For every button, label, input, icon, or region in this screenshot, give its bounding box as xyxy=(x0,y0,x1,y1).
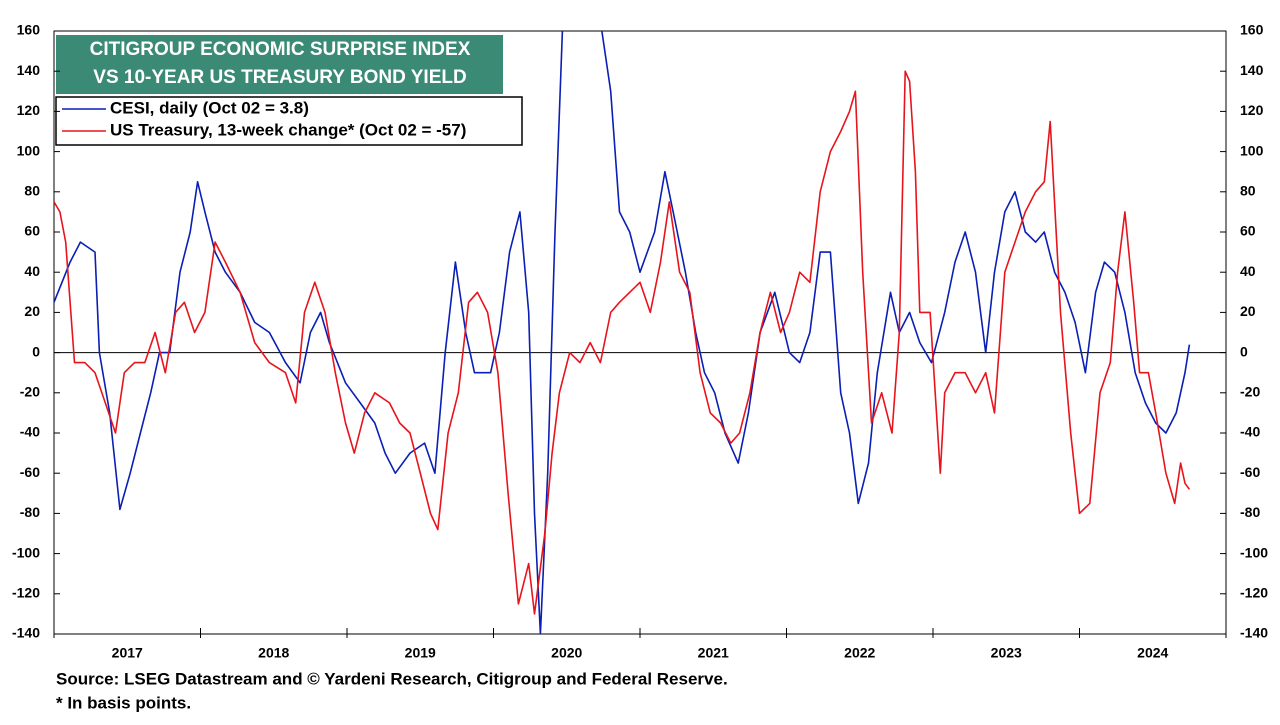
y2-tick-label: -80 xyxy=(1240,504,1260,520)
y2-tick-label: -40 xyxy=(1240,424,1260,440)
y2-tick-label: 120 xyxy=(1240,102,1264,118)
x-tick-label: 2021 xyxy=(698,645,729,661)
plot-area xyxy=(54,31,1226,634)
y-tick-label: 20 xyxy=(24,303,40,319)
x-tick-label: 2024 xyxy=(1137,645,1168,661)
y2-tick-label: 160 xyxy=(1240,22,1264,38)
y2-tick-label: -100 xyxy=(1240,544,1268,560)
y-tick-label: -120 xyxy=(12,585,40,601)
x-tick-label: 2019 xyxy=(405,645,436,661)
y-tick-label: 100 xyxy=(17,142,41,158)
y2-tick-label: -140 xyxy=(1240,625,1268,641)
y-tick-label: -140 xyxy=(12,625,40,641)
y-tick-label: -100 xyxy=(12,544,40,560)
y2-tick-label: 60 xyxy=(1240,223,1256,239)
y2-tick-label: -60 xyxy=(1240,464,1260,480)
y-tick-label: 120 xyxy=(17,102,41,118)
y-tick-label: 80 xyxy=(24,183,40,199)
chart-title: VS 10-YEAR US TREASURY BOND YIELD xyxy=(93,67,466,88)
footnote: * In basis points. xyxy=(56,693,191,712)
y2-tick-label: -20 xyxy=(1240,384,1260,400)
source-note: Source: LSEG Datastream and © Yardeni Re… xyxy=(56,669,728,688)
chart-title: CITIGROUP ECONOMIC SURPRISE INDEX xyxy=(90,39,471,60)
y-tick-label: -60 xyxy=(20,464,40,480)
y2-tick-label: -120 xyxy=(1240,585,1268,601)
series-line xyxy=(54,70,1191,615)
x-tick-label: 2017 xyxy=(112,645,143,661)
y-tick-label: 160 xyxy=(17,22,41,38)
y-tick-label: 40 xyxy=(24,263,40,279)
y-tick-label: 140 xyxy=(17,62,41,78)
y2-tick-label: 40 xyxy=(1240,263,1256,279)
legend-box xyxy=(55,96,523,146)
y-tick-label: 60 xyxy=(24,223,40,239)
legend-label: CESI, daily (Oct 02 = 3.8) xyxy=(110,98,309,117)
y-tick-label: -40 xyxy=(20,424,40,440)
y2-tick-label: 140 xyxy=(1240,62,1264,78)
series-line xyxy=(54,31,1191,634)
legend-label: US Treasury, 13-week change* (Oct 02 = -… xyxy=(110,120,466,139)
y2-tick-label: 0 xyxy=(1240,343,1248,359)
x-tick-label: 2020 xyxy=(551,645,582,661)
y2-tick-label: 20 xyxy=(1240,303,1256,319)
title-box xyxy=(56,35,503,94)
x-tick-label: 2018 xyxy=(258,645,289,661)
y-tick-label: -80 xyxy=(20,504,40,520)
y-tick-label: -20 xyxy=(20,384,40,400)
x-tick-label: 2022 xyxy=(844,645,875,661)
y-tick-label: 0 xyxy=(32,343,40,359)
x-tick-label: 2023 xyxy=(991,645,1022,661)
y2-tick-label: 100 xyxy=(1240,142,1264,158)
y2-tick-label: 80 xyxy=(1240,183,1256,199)
